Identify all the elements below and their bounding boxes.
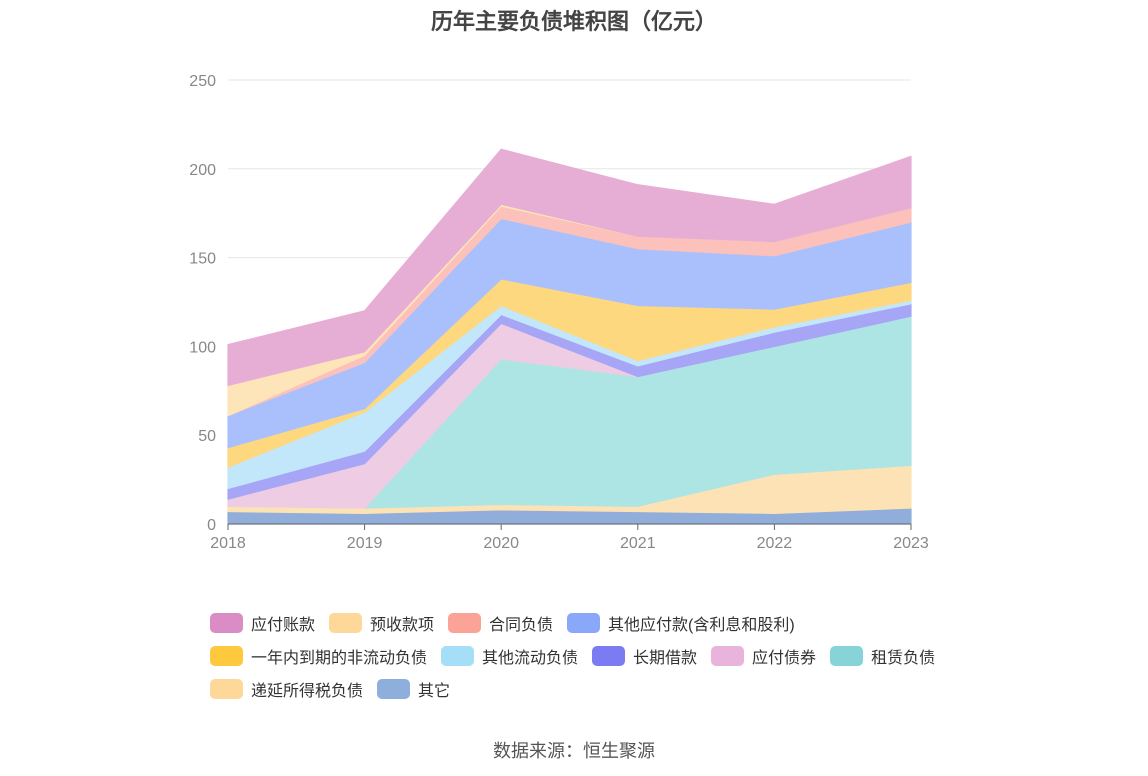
x-tick-label: 2023 [893, 535, 929, 552]
legend-swatch [567, 612, 601, 633]
legend-label: 其它 [418, 682, 451, 700]
legend-swatch [592, 645, 626, 666]
legend-item[interactable]: 合同负债 [448, 611, 553, 635]
y-tick-label: 200 [189, 162, 216, 179]
area-layer [227, 148, 912, 525]
y-tick-label: 50 [198, 428, 216, 445]
stacked-area-chart: 0 50 100 150 200 250 2018 2019 2020 2021 2022 2023 [189, 73, 929, 552]
legend: 应付账款 预收款项 合同负债 其他应付款(含利息和股利) 一年内到期的非流动负债 其他流动… [210, 606, 970, 705]
legend-item[interactable]: 预收款项 [329, 611, 434, 635]
x-tick-label: 2020 [483, 535, 519, 552]
legend-swatch [210, 645, 243, 666]
legend-swatch [377, 678, 411, 699]
legend-label: 应付账款 [251, 616, 316, 634]
x-tick-label: 2021 [620, 535, 656, 552]
y-tick-label: 100 [189, 339, 216, 356]
legend-label: 递延所得税负债 [251, 682, 364, 700]
y-tick-label: 150 [189, 251, 216, 268]
legend-swatch [711, 645, 745, 666]
legend-label: 预收款项 [370, 616, 435, 634]
legend-item[interactable]: 其他流动负债 [441, 644, 578, 668]
y-tick-label: 0 [207, 517, 216, 534]
legend-swatch [210, 678, 243, 699]
legend-label: 应付债券 [752, 649, 817, 667]
legend-swatch [210, 612, 243, 633]
legend-swatch [441, 645, 475, 666]
legend-label: 其他流动负债 [482, 649, 579, 667]
legend-swatch [329, 612, 363, 633]
legend-label: 合同负债 [489, 616, 554, 634]
chart-title: 历年主要负债堆积图（亿元） [430, 9, 717, 34]
legend-item[interactable]: 租赁负债 [830, 644, 935, 668]
legend-swatch [448, 612, 482, 633]
y-tick-label: 250 [189, 73, 216, 90]
x-tick-label: 2022 [757, 535, 793, 552]
legend-row: 一年内到期的非流动负债 其他流动负债 长期借款 应付债券 租赁负债 [210, 639, 970, 672]
x-tick-label: 2018 [210, 535, 246, 552]
legend-label: 一年内到期的非流动负债 [251, 649, 428, 667]
legend-row: 应付账款 预收款项 合同负债 其他应付款(含利息和股利) [210, 606, 970, 639]
legend-item[interactable]: 一年内到期的非流动负债 [210, 644, 427, 668]
legend-label: 其他应付款(含利息和股利) [608, 616, 795, 634]
x-tick-label: 2019 [347, 535, 383, 552]
legend-item[interactable]: 长期借款 [592, 644, 697, 668]
legend-label: 租赁负债 [871, 649, 936, 667]
legend-item[interactable]: 其他应付款(含利息和股利) [567, 611, 795, 635]
axis-layer: 0 50 100 150 200 250 2018 2019 2020 2021 2022 2023 [189, 73, 929, 552]
legend-item[interactable]: 其它 [377, 677, 450, 701]
legend-row: 递延所得税负债 其它 [210, 672, 970, 705]
legend-item[interactable]: 递延所得税负债 [210, 677, 363, 701]
legend-swatch [830, 645, 864, 666]
area-series-10[interactable] [227, 148, 912, 387]
data-source: 数据来源：恒生聚源 [493, 741, 655, 761]
legend-label: 长期借款 [633, 649, 698, 667]
legend-item[interactable]: 应付账款 [210, 611, 315, 635]
legend-item[interactable]: 应付债券 [711, 644, 816, 668]
